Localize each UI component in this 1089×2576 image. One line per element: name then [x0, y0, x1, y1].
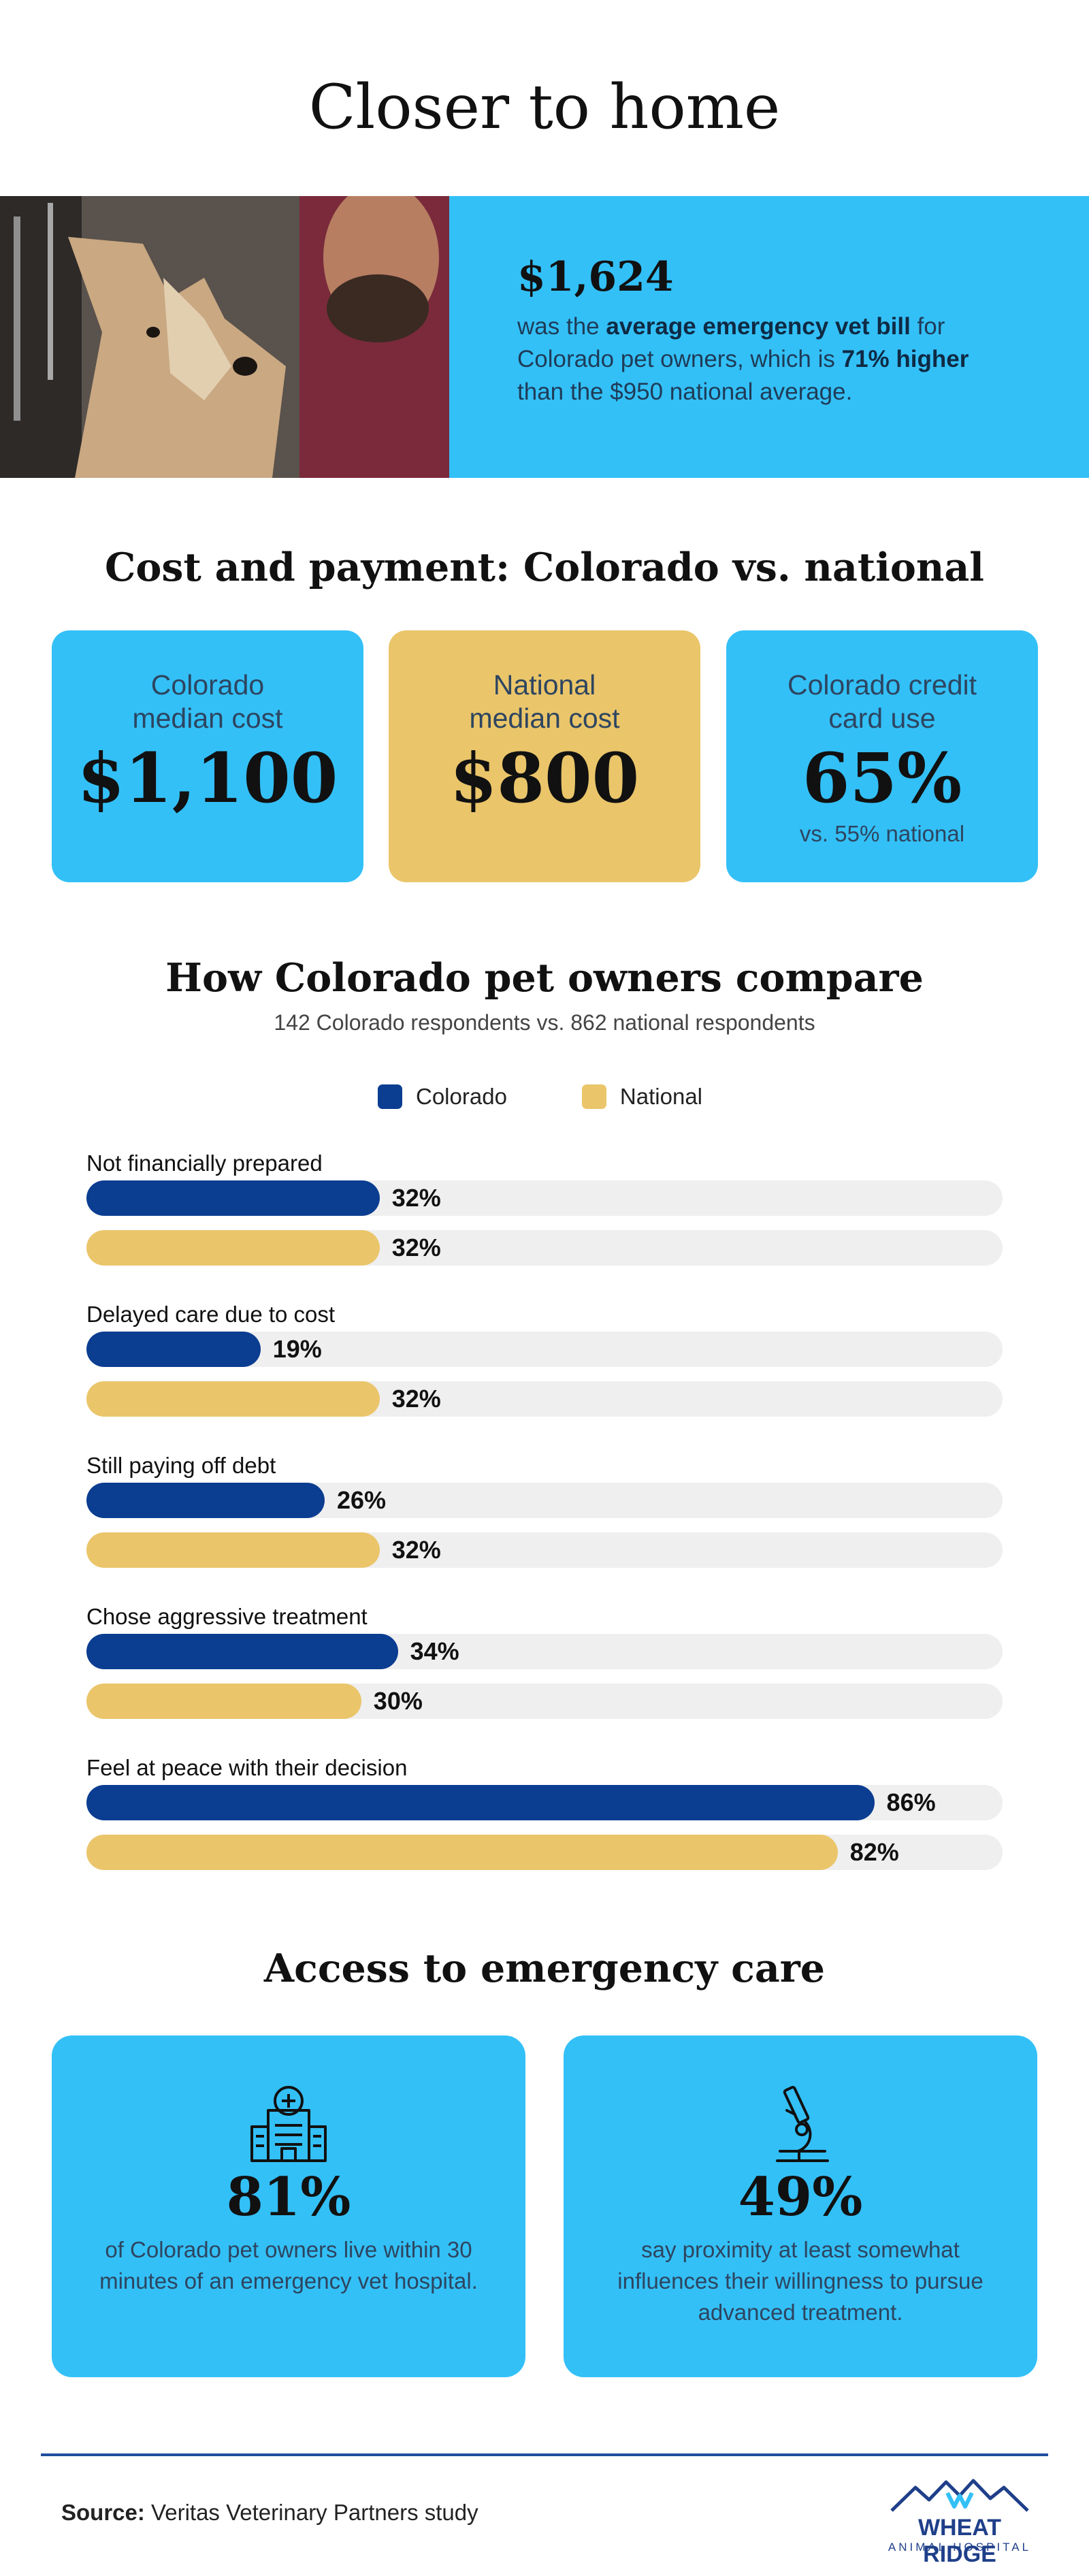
- access-description: say proximity at least somewhat influenc…: [617, 2237, 984, 2325]
- bar-value-label: 30%: [373, 1687, 423, 1715]
- bar-national: [86, 1230, 380, 1266]
- logo-subtitle: ANIMAL HOSPITAL: [888, 2541, 1032, 2554]
- colorado-credit-card-use-card: Colorado credit card use 65% vs. 55% nati…: [726, 630, 1038, 882]
- footer-divider: [41, 2453, 1048, 2456]
- comparison-bar-chart: Not financially prepared 32% 32% Delayed ca…: [86, 1150, 1003, 1886]
- bar-group-label: Not financially prepared: [86, 1150, 323, 1176]
- bar-track: [86, 1835, 1003, 1870]
- bar-track: [86, 1532, 1003, 1568]
- bar-value-label: 82%: [849, 1838, 899, 1866]
- bar-national: [86, 1532, 380, 1568]
- bar-track: [86, 1684, 1003, 1719]
- bar-colorado: [86, 1483, 325, 1518]
- bar-colorado: [86, 1785, 875, 1820]
- legend-swatch-national: [581, 1084, 606, 1109]
- hero-stat-panel: $1,624 was the average emergency vet bil…: [449, 196, 1089, 478]
- bar-track: [86, 1483, 1003, 1518]
- bar-value-label: 32%: [391, 1184, 441, 1212]
- card-label: Colorado credit card use: [787, 669, 977, 734]
- hero-description: was the average emergency vet bill for C…: [517, 313, 969, 405]
- bar-value-label: 26%: [336, 1486, 387, 1514]
- legend-label-national: National: [619, 1084, 702, 1109]
- bar-value-label: 34%: [410, 1637, 459, 1665]
- card-value: $800: [449, 738, 640, 818]
- bar-track: [86, 1785, 1003, 1820]
- hospital-icon: [250, 2086, 327, 2162]
- access-description: of Colorado pet owners live within 30 mi…: [99, 2237, 478, 2293]
- bar-track: [86, 1634, 1003, 1669]
- card-value: 65%: [802, 738, 962, 818]
- access-card-proximity: 49% say proximity at least somewhat infl…: [564, 2035, 1037, 2377]
- bar-colorado: [86, 1180, 380, 1216]
- access-value: 49%: [738, 2166, 863, 2228]
- bar-group-label: Chose aggressive treatment: [86, 1604, 368, 1629]
- source-citation: Source: Veritas Veterinary Partners stud…: [61, 2500, 478, 2525]
- wheat-ridge-logo: WHEAT RIDGE ANIMAL HOSPITAL: [885, 2473, 1035, 2567]
- card-note: vs. 55% national: [799, 821, 965, 846]
- bar-colorado: [86, 1634, 398, 1669]
- bar-track: [86, 1180, 1003, 1216]
- bar-colorado: [86, 1332, 261, 1367]
- hero-amount: $1,624: [517, 253, 674, 301]
- access-section-heading: Access to emergency care: [263, 1946, 826, 1991]
- bar-group-label: Feel at peace with their decision: [86, 1755, 408, 1780]
- card-value: $1,100: [77, 738, 338, 818]
- page-title: Closer to home: [308, 71, 781, 143]
- bar-track: [86, 1230, 1003, 1266]
- access-card-travel-time: 81% of Colorado pet owners live within 3…: [52, 2035, 525, 2377]
- bar-value-label: 32%: [391, 1234, 441, 1261]
- card-label: Colorado median cost: [132, 669, 283, 734]
- legend-item-national: National: [581, 1084, 702, 1110]
- card-label: National median cost: [469, 669, 620, 734]
- bar-track: [86, 1332, 1003, 1367]
- bar-national: [86, 1684, 361, 1719]
- bar-national: [86, 1381, 380, 1417]
- bar-value-label: 86%: [886, 1788, 936, 1816]
- logo-name: WHEAT RIDGE: [917, 2515, 1002, 2567]
- bar-value-label: 32%: [391, 1536, 441, 1564]
- national-median-cost-card: National median cost $800: [389, 630, 700, 882]
- bar-value-label: 32%: [391, 1385, 441, 1413]
- microscope-icon: [776, 2086, 829, 2162]
- hero-photo-dog-with-vet: [0, 196, 449, 478]
- compare-subtitle: 142 Colorado respondents vs. 862 nationa…: [274, 1010, 815, 1035]
- cost-section-heading: Cost and payment: Colorado vs. national: [105, 545, 984, 590]
- compare-section-heading: How Colorado pet owners compare: [165, 955, 924, 1001]
- access-value: 81%: [226, 2166, 351, 2228]
- chart-legend: Colorado National: [378, 1084, 777, 1110]
- legend-label-colorado: Colorado: [416, 1084, 507, 1109]
- legend-item-colorado: Colorado: [378, 1084, 507, 1110]
- bar-group-label: Still paying off debt: [86, 1453, 276, 1478]
- bar-group-label: Delayed care due to cost: [86, 1302, 336, 1327]
- colorado-median-cost-card: Colorado median cost $1,100: [52, 630, 363, 882]
- mountain-logo-icon: [890, 2479, 1029, 2512]
- bar-national: [86, 1835, 838, 1870]
- legend-swatch-colorado: [378, 1084, 402, 1109]
- bar-value-label: 19%: [272, 1335, 322, 1363]
- bar-track: [86, 1381, 1003, 1417]
